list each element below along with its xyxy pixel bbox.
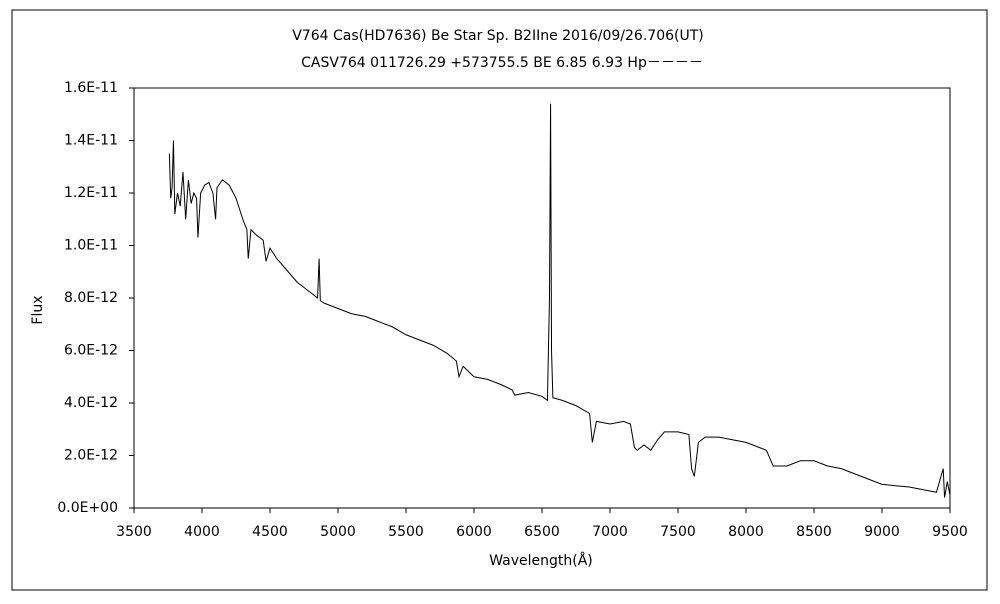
y-tick-label: 0.0E+00 — [57, 500, 118, 516]
y-tick-label: 4.0E-12 — [64, 395, 118, 411]
x-tick-label: 8500 — [796, 524, 832, 540]
x-tick-label: 6500 — [524, 524, 560, 540]
x-tick-label: 8000 — [728, 524, 764, 540]
y-tick-label: 1.4E-11 — [64, 133, 118, 149]
x-axis-label: Wavelength(Å) — [489, 552, 593, 569]
y-tick-label: 2.0E-12 — [64, 448, 118, 464]
x-tick-label: 4500 — [252, 524, 288, 540]
x-tick-label: 3500 — [116, 524, 152, 540]
x-tick-label: 6000 — [456, 524, 492, 540]
chart-title: V764 Cas(HD7636) Be Star Sp. B2IIne 2016… — [292, 28, 704, 44]
y-tick-label: 1.2E-11 — [64, 185, 118, 201]
frame — [11, 9, 988, 591]
x-tick-label: 7500 — [660, 524, 696, 540]
y-tick-label: 6.0E-12 — [64, 343, 118, 359]
chart-subtitle: CASV764 011726.29 +573755.5 BE 6.85 6.93… — [301, 55, 703, 71]
x-tick-label: 9500 — [932, 524, 968, 540]
x-tick-label: 7000 — [592, 524, 628, 540]
y-tick-label: 1.6E-11 — [64, 80, 118, 96]
y-axis-label: Flux — [30, 295, 46, 324]
x-tick-label: 9000 — [864, 524, 900, 540]
x-tick-label: 5500 — [388, 524, 424, 540]
x-tick-label: 4000 — [184, 524, 220, 540]
y-tick-label: 1.0E-11 — [64, 238, 118, 254]
spectrum-line — [168, 103, 951, 498]
x-tick-label: 5000 — [320, 524, 356, 540]
y-tick-label: 8.0E-12 — [64, 290, 118, 306]
